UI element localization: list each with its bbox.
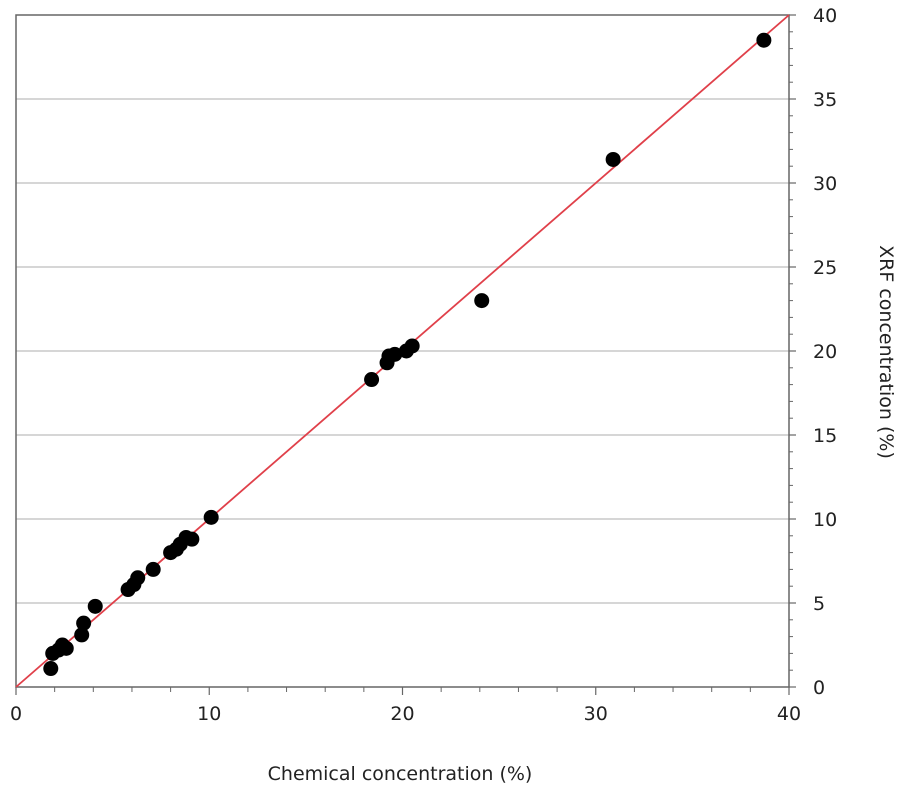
y-tick-label: 40 bbox=[813, 5, 837, 27]
x-tick-label: 10 bbox=[197, 703, 221, 725]
y-tick-label: 35 bbox=[813, 89, 837, 111]
y-axis-title: XRF concentration (%) bbox=[875, 245, 897, 459]
y-axis-ticks: 0 5 10 15 20 25 30 35 40 bbox=[789, 5, 837, 699]
data-point bbox=[364, 372, 379, 387]
data-point bbox=[756, 33, 771, 48]
data-point bbox=[88, 599, 103, 614]
data-point bbox=[606, 152, 621, 167]
data-point bbox=[184, 532, 199, 547]
x-axis-title: Chemical concentration (%) bbox=[268, 763, 533, 785]
x-axis-ticks: 0 10 20 30 40 bbox=[10, 687, 801, 725]
data-point bbox=[59, 641, 74, 656]
data-points bbox=[43, 33, 771, 676]
y-tick-label: 30 bbox=[813, 173, 837, 195]
y-tick-label: 15 bbox=[813, 425, 837, 447]
data-point bbox=[43, 661, 58, 676]
x-tick-label: 0 bbox=[10, 703, 22, 725]
x-tick-label: 40 bbox=[777, 703, 801, 725]
y-tick-label: 25 bbox=[813, 257, 837, 279]
x-tick-label: 30 bbox=[584, 703, 608, 725]
y-tick-label: 0 bbox=[813, 677, 825, 699]
x-tick-label: 20 bbox=[390, 703, 414, 725]
data-point bbox=[146, 562, 161, 577]
y-tick-label: 5 bbox=[813, 593, 825, 615]
data-point bbox=[130, 570, 145, 585]
data-point bbox=[76, 616, 91, 631]
y-tick-label: 20 bbox=[813, 341, 837, 363]
y-tick-label: 10 bbox=[813, 509, 837, 531]
data-point bbox=[204, 510, 219, 525]
data-point bbox=[474, 293, 489, 308]
data-point bbox=[405, 338, 420, 353]
